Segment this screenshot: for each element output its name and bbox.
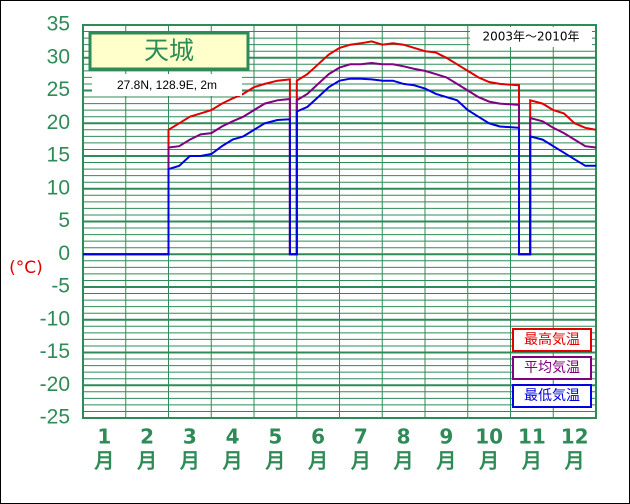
period: 2003年～2010年 [482,30,579,44]
x-tick-label: 4 [226,425,240,449]
grid: -25-20-15-10-5051015202530351月2月3月4月5月6月… [40,13,597,473]
series-line [83,77,596,256]
x-tick-unit: 月 [521,449,542,473]
plot-frame [82,24,597,419]
lines [83,40,597,256]
y-tick-label: 0 [58,242,70,265]
x-tick-label: 9 [439,425,453,449]
legend-label: 最低気温 [524,388,580,404]
x-tick-unit: 月 [435,449,456,473]
y-tick-label: 20 [47,111,70,134]
x-tick-label: 11 [518,425,546,449]
x-tick-unit: 月 [564,449,585,473]
x-tick-label: 8 [397,425,411,449]
y-tick-label: 5 [58,209,70,232]
x-tick-unit: 月 [93,449,114,473]
legend-label: 最高気温 [524,331,580,348]
x-tick-label: 2 [140,425,154,449]
legend-box [512,384,592,408]
x-tick-label: 3 [183,425,197,449]
x-tick-label: 10 [475,425,503,449]
y-tick-label: -5 [51,275,70,298]
y-tick-label: -10 [40,307,70,330]
x-tick-unit: 月 [393,449,414,473]
legend-box [512,328,592,352]
y-tick-label: -15 [40,340,70,363]
x-tick-label: 12 [561,425,589,449]
x-tick-unit: 月 [179,449,200,473]
y-tick-label: 10 [47,176,70,199]
x-tick-unit: 月 [136,449,157,473]
period-box [470,27,592,47]
x-tick-label: 1 [97,425,111,449]
x-tick-unit: 月 [350,449,371,473]
x-tick-unit: 月 [222,449,243,473]
legend-label: 平均気温 [524,360,580,376]
y-tick-label: -25 [40,406,70,429]
x-tick-unit: 月 [478,449,499,473]
y-tick-label: 30 [47,45,70,68]
x-tick-label: 6 [311,425,325,449]
subtitle: 27.8N, 128.9E, 2m [117,78,217,92]
y-tick-label: 25 [47,78,70,101]
x-tick-label: 7 [354,425,368,449]
y-tick-label: -20 [40,373,70,396]
y-tick-label: 15 [47,144,70,167]
chart-title: 天城 [144,36,194,65]
y-tick-label: 35 [47,13,70,36]
subtitle-box [92,74,242,96]
x-tick-unit: 月 [307,449,328,473]
x-tick-unit: 月 [264,449,285,473]
x-tick-label: 5 [268,425,282,449]
y-axis-label: (°C) [9,258,43,278]
title-box [88,31,250,71]
legend-box [512,356,592,380]
